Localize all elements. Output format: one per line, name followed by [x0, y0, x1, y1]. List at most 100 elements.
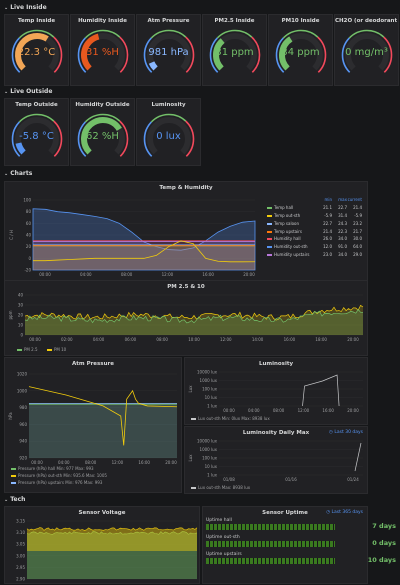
gauge-dial [275, 29, 326, 73]
gauge-value: 31 ppm [215, 47, 254, 58]
gauge-value: 981 hPa [148, 47, 189, 58]
gauge-value: 31 %H [86, 47, 119, 58]
gauge-dial [11, 113, 62, 157]
tick-label: 16:00 [138, 460, 150, 465]
tick-label: 80 [26, 209, 32, 214]
tick-label: 1000 [17, 388, 28, 393]
gauge-value: 22.3 °C [17, 47, 56, 58]
legend-item[interactable]: Pressure (hPa) out-sth Min: 935.6 Max: 1… [11, 473, 107, 478]
luminosity-chart[interactable]: 10000 lux 1000 lux 100 lux 10 lux 1 lux 00:00… [185, 358, 369, 426]
tick-label: 02:00 [61, 337, 73, 342]
gauge-dial [341, 29, 392, 73]
tick-label: 1000 lux [200, 447, 218, 452]
legend-row[interactable]: Temp saloon 22.7 24.3 23.2 [267, 219, 362, 227]
tick-label: 100 [23, 198, 31, 203]
svg-text:PM 10: PM 10 [54, 347, 67, 352]
legend-item[interactable]: Pressure (hPa) upstairs Min: 976 Max: 99… [11, 480, 103, 485]
range-badge[interactable]: ◷ Last 365 days [326, 510, 363, 515]
pm-chart[interactable]: 40 30 20 10 0 00:00 02:00 04:00 06:00 08:00 10:00 1… [5, 281, 369, 357]
sensor-voltage-chart[interactable]: 3.15 3.10 3.05 3.00 2.95 2.90 [5, 507, 201, 585]
row-charts[interactable]: ⌄ Charts [4, 170, 33, 177]
pm-panel: PM 2.5 & 10 40 30 20 10 0 00:00 02:00 04:00 06:0… [4, 280, 368, 356]
legend-item[interactable]: PM 10 [47, 347, 67, 352]
legend-item[interactable]: PM 2.5 [17, 347, 38, 352]
series-humidity-out-sth [32, 208, 256, 271]
tick-label: 08:00 [121, 272, 133, 277]
temp-humidity-chart[interactable]: 100 80 60 40 20 0 -20 00:00 04:00 08:00 12:00 16:00… [5, 182, 369, 282]
legend-item[interactable]: Pressure (hPa) hall Min: 977 Max: 993 [11, 466, 94, 471]
axis-label: Lux [188, 454, 193, 462]
range-badge[interactable]: ◷ Last 30 days [329, 430, 363, 435]
uptime-fill [206, 558, 336, 564]
gauge-panel: Atm Pressure 981 hPa [136, 14, 201, 86]
uptime-value: 0 days [372, 539, 396, 547]
legend-item[interactable]: Lux out-sth Max: 8938 lux [191, 485, 251, 490]
tick-label: 06:00 [125, 337, 137, 342]
tick-label: 1020 [17, 372, 28, 377]
gauge-panel: Temp Outside -5.8 °C [4, 98, 69, 166]
tick-label: 3.10 [16, 530, 25, 535]
panel-title: Humidity Outside [75, 102, 130, 108]
series-pressure-out-sth [28, 386, 178, 446]
tick-label: 0 [20, 333, 23, 338]
tick-label: 2.90 [16, 577, 25, 582]
legend-row[interactable]: Temp out-sth -5.9 31.4 -5.9 [267, 212, 362, 220]
clock-icon: ◷ [329, 430, 335, 435]
tick-label: 3.15 [16, 519, 25, 524]
gauge-panel: Luminosity 0 lux [136, 98, 201, 166]
tick-label: 60 [26, 221, 32, 226]
series-pm25 [24, 308, 364, 324]
tick-label: 3.00 [16, 553, 25, 558]
clock-icon: ◷ [326, 510, 332, 515]
svg-text:Pressure (hPa) upstairs Min:: Pressure (hPa) upstairs Min: 976 Max: 99… [18, 480, 103, 485]
uptime-bar: 10 days [206, 556, 396, 564]
panel-title: Luminosity [258, 361, 294, 367]
legend-row[interactable]: Temp hall 21.1 22.7 21.4 [267, 204, 362, 212]
tick-label: 10000 lux [197, 439, 218, 444]
gauge-panel: Humidity Outside 62 %H [70, 98, 135, 166]
tick-label: 00:00 [31, 460, 43, 465]
tick-label: 10:00 [188, 337, 200, 342]
panel-title: CH2O (or deodorant ... [335, 18, 398, 24]
legend-swatch [267, 246, 272, 249]
gauge-panel: PM10 Inside 34 ppm [268, 14, 333, 86]
legend-row[interactable]: Humidity upstairs 23.0 34.0 29.0 [267, 251, 362, 259]
tick-label: 04:00 [58, 460, 70, 465]
gauge-dial [209, 29, 260, 73]
tick-label: 10 lux [205, 464, 218, 469]
row-live-inside[interactable]: ⌄ Live Inside [4, 4, 47, 11]
chevron-down-icon: ⌄ [4, 170, 9, 177]
tick-label: 960 [19, 422, 27, 427]
tick-label: 00:00 [29, 337, 41, 342]
legend-row[interactable]: Humidity hall 26.0 34.0 30.0 [267, 235, 362, 243]
series-lux-out-sth [354, 442, 362, 472]
tick-label: 14:00 [252, 337, 264, 342]
uptime-row: Uptime upstairs 10 days [206, 552, 396, 564]
panel-title: Temp & Humidity [159, 185, 213, 191]
row-live-outside[interactable]: ⌄ Live Outside [4, 88, 53, 95]
luminosity-daily-chart[interactable]: 10000 lux 1000 lux 100 lux 10 lux 1 lux 01/08… [185, 427, 369, 495]
svg-text:Lux out-sth Max: 8938 lux: Lux out-sth Max: 8938 lux [198, 485, 251, 490]
svg-text:Pressure (hPa) hall Min: 977: Pressure (hPa) hall Min: 977 Max: 993 [18, 466, 94, 471]
atm-pressure-chart[interactable]: 1020 1000 980 960 940 920 00:00 04:00 08:00 12:00… [5, 358, 183, 494]
tick-label: 08:00 [273, 408, 285, 413]
legend-swatch [267, 222, 272, 225]
series-temp-out-sth [33, 240, 256, 263]
legend-row[interactable]: Temp upstairs 21.4 22.3 21.7 [267, 227, 362, 235]
gauge-panel: CH2O (or deodorant ... 0 mg/m³ [334, 14, 399, 86]
panel-title: PM10 Inside [281, 18, 320, 24]
tick-label: 940 [19, 439, 27, 444]
tick-label: 100 lux [202, 387, 218, 392]
legend-item[interactable]: Lux out-sth Min: 0lux Max: 8938 lux [191, 416, 270, 421]
tick-label: 04:00 [248, 408, 260, 413]
legend-row[interactable]: Humidity out-sth 12.0 91.0 64.0 [267, 243, 362, 251]
tick-label: 18:00 [315, 337, 327, 342]
uptime-label: Uptime hall [206, 518, 232, 523]
series-voltage-1 [26, 531, 198, 535]
legend-swatch [267, 238, 272, 241]
gauge-value: -5.8 °C [19, 131, 54, 142]
series-pm10 [24, 304, 364, 321]
tick-label: 100 lux [202, 456, 218, 461]
row-tech[interactable]: ⌄ Tech [4, 496, 26, 503]
tick-label: 04:00 [80, 272, 92, 277]
